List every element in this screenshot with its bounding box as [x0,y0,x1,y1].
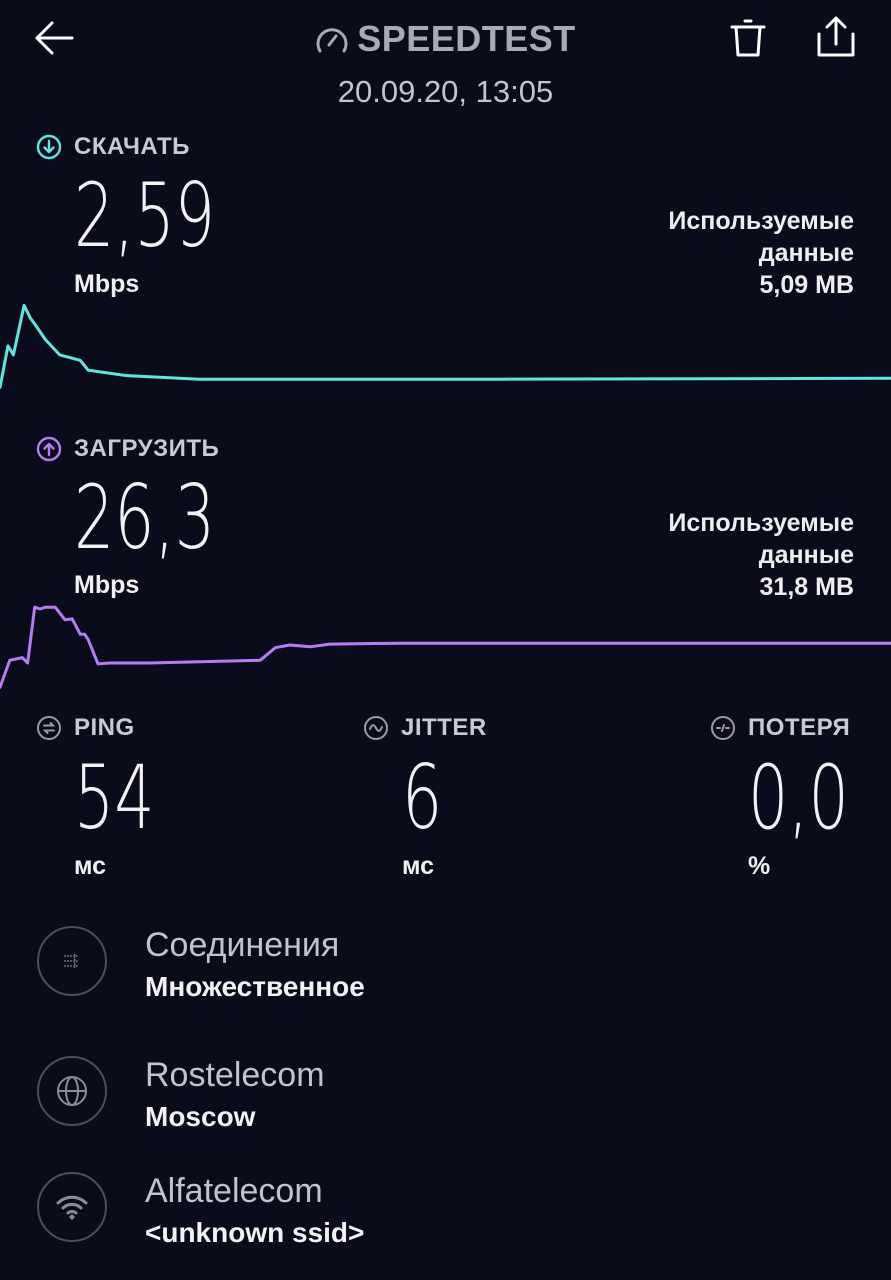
download-speed-value: 2,59 [74,164,216,267]
packet-loss-label-text: ПОТЕРЯ [748,714,851,741]
share-button[interactable] [815,16,857,63]
back-button[interactable] [34,20,74,61]
connections-icon [37,926,107,996]
upload-speed-line [0,605,891,689]
test-date: 20.09.20, 13:05 [337,74,554,109]
delete-button[interactable] [728,18,768,63]
packet-loss-label: ПОТЕРЯ [710,714,850,742]
detail-connections: Соединения Множественное [37,926,365,1003]
upload-label: ЗАГРУЗИТЬ [36,435,219,463]
upload-label-text: ЗАГРУЗИТЬ [74,435,220,462]
title-text: SPEEDTEST [357,18,576,59]
detail-server: Rostelecom Moscow [37,1056,325,1133]
server-provider: Rostelecom [145,1056,325,1094]
jitter-label-text: JITTER [401,714,487,741]
wifi-icon [37,1172,107,1242]
share-icon [817,16,855,57]
ping-unit: мс [74,852,107,880]
speedometer-icon [316,28,348,53]
used-value: 31,8 MB [759,573,854,601]
detail-network: Alfatelecom <unknown ssid> [37,1172,364,1249]
download-data-used: Используемые данные 5,09 MB [668,205,854,301]
packet-loss-unit: % [748,852,771,880]
used-label: Используемые [668,207,854,235]
jitter-label: JITTER [363,714,487,742]
ping-value: 54 [74,746,155,849]
metric-ping: PING [36,714,135,742]
ping-icon [37,716,61,740]
upload-data-used: Используемые данные 31,8 MB [668,507,854,603]
download-speed-line [0,303,891,389]
network-provider: Alfatelecom [145,1172,323,1210]
metric-jitter: JITTER [363,714,487,742]
download-graph [0,303,891,389]
used-label: Используемые [668,509,854,537]
used-label: данные [758,239,854,267]
globe-icon [37,1056,107,1126]
arrow-left-icon [35,21,74,55]
upload-arrow-icon [36,436,62,462]
download-arrow-icon [36,134,62,160]
network-ssid: <unknown ssid> [145,1217,365,1248]
jitter-value: 6 [402,746,443,849]
used-value: 5,09 MB [759,271,854,299]
trash-icon [730,19,766,57]
download-label: СКАЧАТЬ [36,133,190,161]
jitter-icon [364,716,388,740]
upload-speed-value: 26,3 [74,466,216,569]
upload-unit: Mbps [74,571,140,599]
download-unit: Mbps [74,270,140,298]
packet-loss-icon [711,716,735,740]
server-location: Moscow [145,1101,256,1132]
connections-value: Множественное [145,971,365,1002]
metric-packet-loss: ПОТЕРЯ [710,714,850,742]
ping-label: PING [36,714,135,742]
upload-graph [0,605,891,689]
jitter-unit: мс [402,852,435,880]
used-label: данные [758,541,854,569]
connections-title: Соединения [145,926,340,964]
download-label-text: СКАЧАТЬ [74,133,190,160]
app-title: SPEEDTEST [0,18,891,60]
ping-label-text: PING [74,714,135,741]
packet-loss-value: 0,0 [748,746,849,849]
